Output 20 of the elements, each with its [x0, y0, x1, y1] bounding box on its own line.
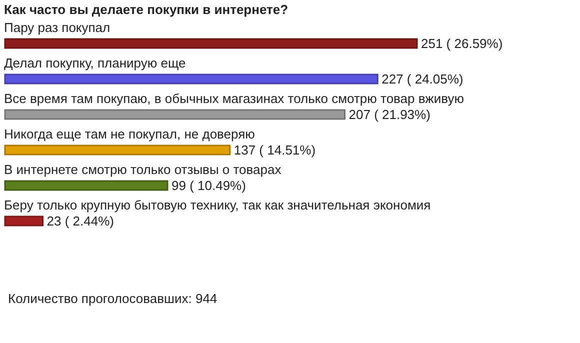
y-tick-label: Делал покупку, планирую еще: [4, 56, 186, 70]
y-tick-label: Все время там покупаю, в обычных магазинах только смотрю товар вживую: [4, 91, 464, 106]
y-tick-label: Беру только крупную бытовую технику, так как значительная экономия: [4, 198, 431, 212]
data-label: 207 ( 21.93%): [348, 107, 430, 122]
bar: [4, 38, 418, 49]
data-label: 23 ( 2.44%): [46, 214, 114, 228]
data-label: 137 ( 14.51%): [234, 142, 316, 158]
bar: [4, 180, 168, 191]
data-label: 227 ( 24.05%): [382, 72, 464, 86]
y-tick-label: Никогда еще там не покупал, не доверяю: [4, 126, 256, 142]
bar: [4, 74, 378, 84]
bar: [4, 109, 346, 120]
bar: [4, 216, 44, 226]
y-tick-label: В интернете смотрю только отзывы о товарах: [4, 162, 282, 177]
chart-title: Как часто вы делаете покупки в интернете?: [4, 2, 288, 17]
text: Количество проголосовавших: 944: [8, 291, 218, 306]
y-tick-label: Пару раз покупал: [4, 20, 110, 35]
data-label: 99 ( 10.49%): [172, 178, 246, 193]
data-label: 251 ( 26.59%): [421, 36, 503, 51]
bar: [4, 144, 231, 156]
